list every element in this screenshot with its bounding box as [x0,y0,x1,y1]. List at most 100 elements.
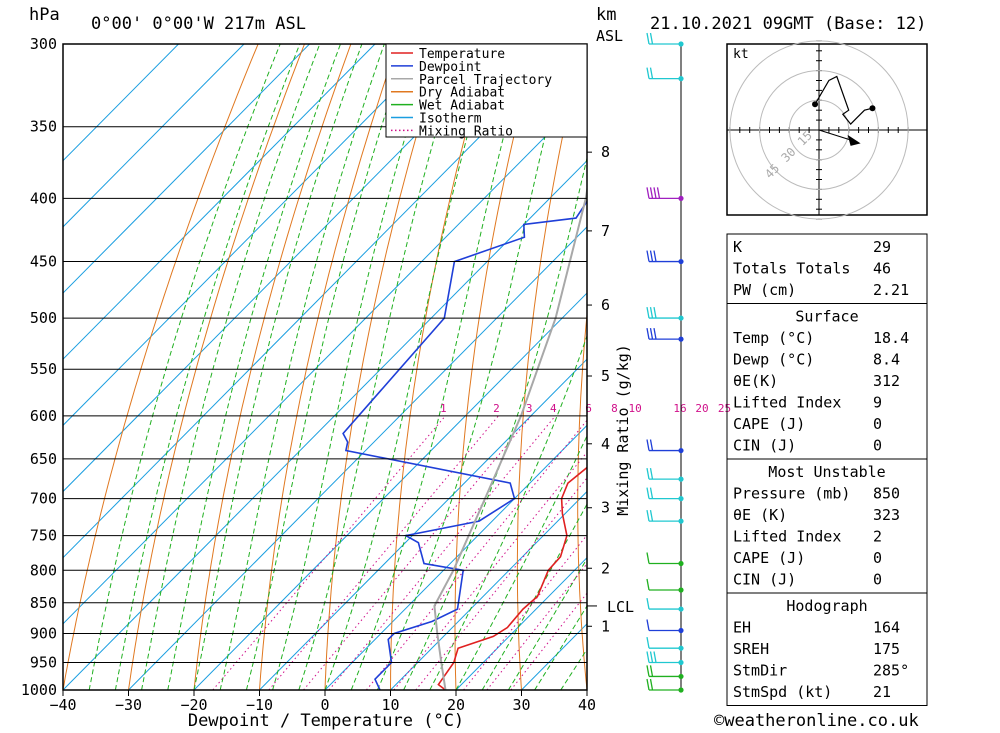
index-value: 323 [873,506,900,524]
wet-adiabat-line [114,44,301,690]
wind-barb [646,510,684,524]
index-value: 850 [873,485,900,503]
pressure-tick-label: 700 [30,490,57,508]
wind-barb [646,678,684,693]
wet-adiabat-line [167,44,341,690]
x-axis-title: Dewpoint / Temperature (°C) [188,711,464,731]
index-label: StmDir [733,662,787,680]
unit-asl-label: ASL [596,27,623,45]
km-tick-label: 5 [601,367,610,385]
wind-barb [646,67,684,82]
index-label: Lifted Index [733,394,841,412]
index-value: 29 [873,238,891,256]
index-label: PW (cm) [733,281,796,299]
location-title: 0°00' 0°00'W 217m ASL [91,14,306,34]
index-label: CAPE (J) [733,415,805,433]
index-value: 164 [873,619,900,637]
mixing-ratio-label: 8 [611,402,618,415]
pressure-tick-label: 950 [30,653,57,671]
mixing-ratio-label: 10 [628,402,641,415]
mixing-ratio-line [328,415,556,690]
isotherm-line [63,44,376,360]
wind-barb [646,665,684,680]
wind-barb [646,552,684,567]
index-value: 2.21 [873,281,909,299]
indices-box [726,592,928,706]
pressure-tick-label: 650 [30,450,57,468]
legend-label: Parcel Trajectory [419,73,552,88]
isotherm-line [63,159,587,690]
wind-barb [646,32,684,47]
pressure-tick-label: 600 [30,407,57,425]
copyright-label: ©weatheronline.co.uk [714,711,919,731]
mixing-ratio-labels: 1 2 3 4 6 8 10 16 20 25 [440,402,731,415]
isotherm-line [63,44,310,294]
isotherm-line [63,44,441,427]
x-tick-label: −30 [115,696,142,714]
pressure-tick-label: 750 [30,527,57,545]
unit-hpa-label: hPa [29,5,60,25]
index-value: 46 [873,260,891,278]
wind-barb [646,439,684,454]
wet-adiabat-line [298,44,463,690]
wet-adiabat-line [481,503,587,690]
dry-adiabat-line [953,44,1000,690]
mixing-ratio-label: 2 [493,402,500,415]
isotherm-line [324,424,587,690]
index-label: Lifted Index [733,528,841,546]
x-tick-label: 20 [447,696,465,714]
legend-label: Wet Adiabat [419,99,505,114]
index-value: 9 [873,394,882,412]
index-value: 18.4 [873,329,909,347]
dry-adiabat-line [693,44,723,690]
legend-label: Temperature [419,47,505,62]
wind-barb [646,619,684,634]
wind-barb [646,187,684,201]
index-label: Pressure (mb) [733,485,850,503]
altitude-axis: 1 2 3 4 5 6 7 8 LCL [587,143,634,635]
section-title: Hodograph [786,597,867,615]
pressure-tick-label: 850 [30,594,57,612]
isotherm-line [63,93,587,625]
legend-label: Dry Adiabat [419,86,505,101]
wind-barb [646,306,684,321]
km-tick-label: 6 [601,296,610,314]
wet-adiabat-line [350,44,529,690]
dewpoint-line [342,199,587,690]
mixing-ratio-label: 25 [718,402,731,415]
hodograph-ring [788,99,850,161]
mixing-ratio-label: 1 [440,402,447,415]
km-tick-label: 4 [601,435,610,453]
pressure-tick-label: 300 [30,35,57,53]
mixing-ratio-line [415,477,587,690]
dry-adiabat-line [454,44,538,690]
wet-adiabat-line [272,44,435,690]
index-label: Totals Totals [733,260,850,278]
index-value: 175 [873,640,900,658]
mixing-ratio-line [393,451,587,690]
pressure-tick-label: 1000 [21,681,57,699]
index-label: Dewp (°C) [733,351,814,369]
km-tick-label: 2 [601,559,610,577]
index-label: K [733,238,742,256]
pressure-tick-label: 500 [30,309,57,327]
hodograph-ring [729,40,909,220]
parcel-trajectory-line [433,184,587,690]
x-tick-label: 40 [578,696,596,714]
section-title: Surface [795,308,858,326]
index-label: CAPE (J) [733,549,805,567]
dry-adiabat-line [193,44,352,690]
hodograph-point [812,101,819,108]
mixing-ratio-line [268,415,499,690]
km-tick-label: 3 [601,499,610,517]
km-tick-label: 7 [601,222,610,240]
mixing-ratio-label: 20 [695,402,708,415]
section-title: Most Unstable [768,463,885,481]
index-value: 0 [873,415,882,433]
mixing-ratio-axis-title: Mixing Ratio (g/kg) [614,344,632,516]
index-value: 0 [873,549,882,567]
x-tick-label: −10 [246,696,273,714]
legend-label: Isotherm [419,112,482,127]
